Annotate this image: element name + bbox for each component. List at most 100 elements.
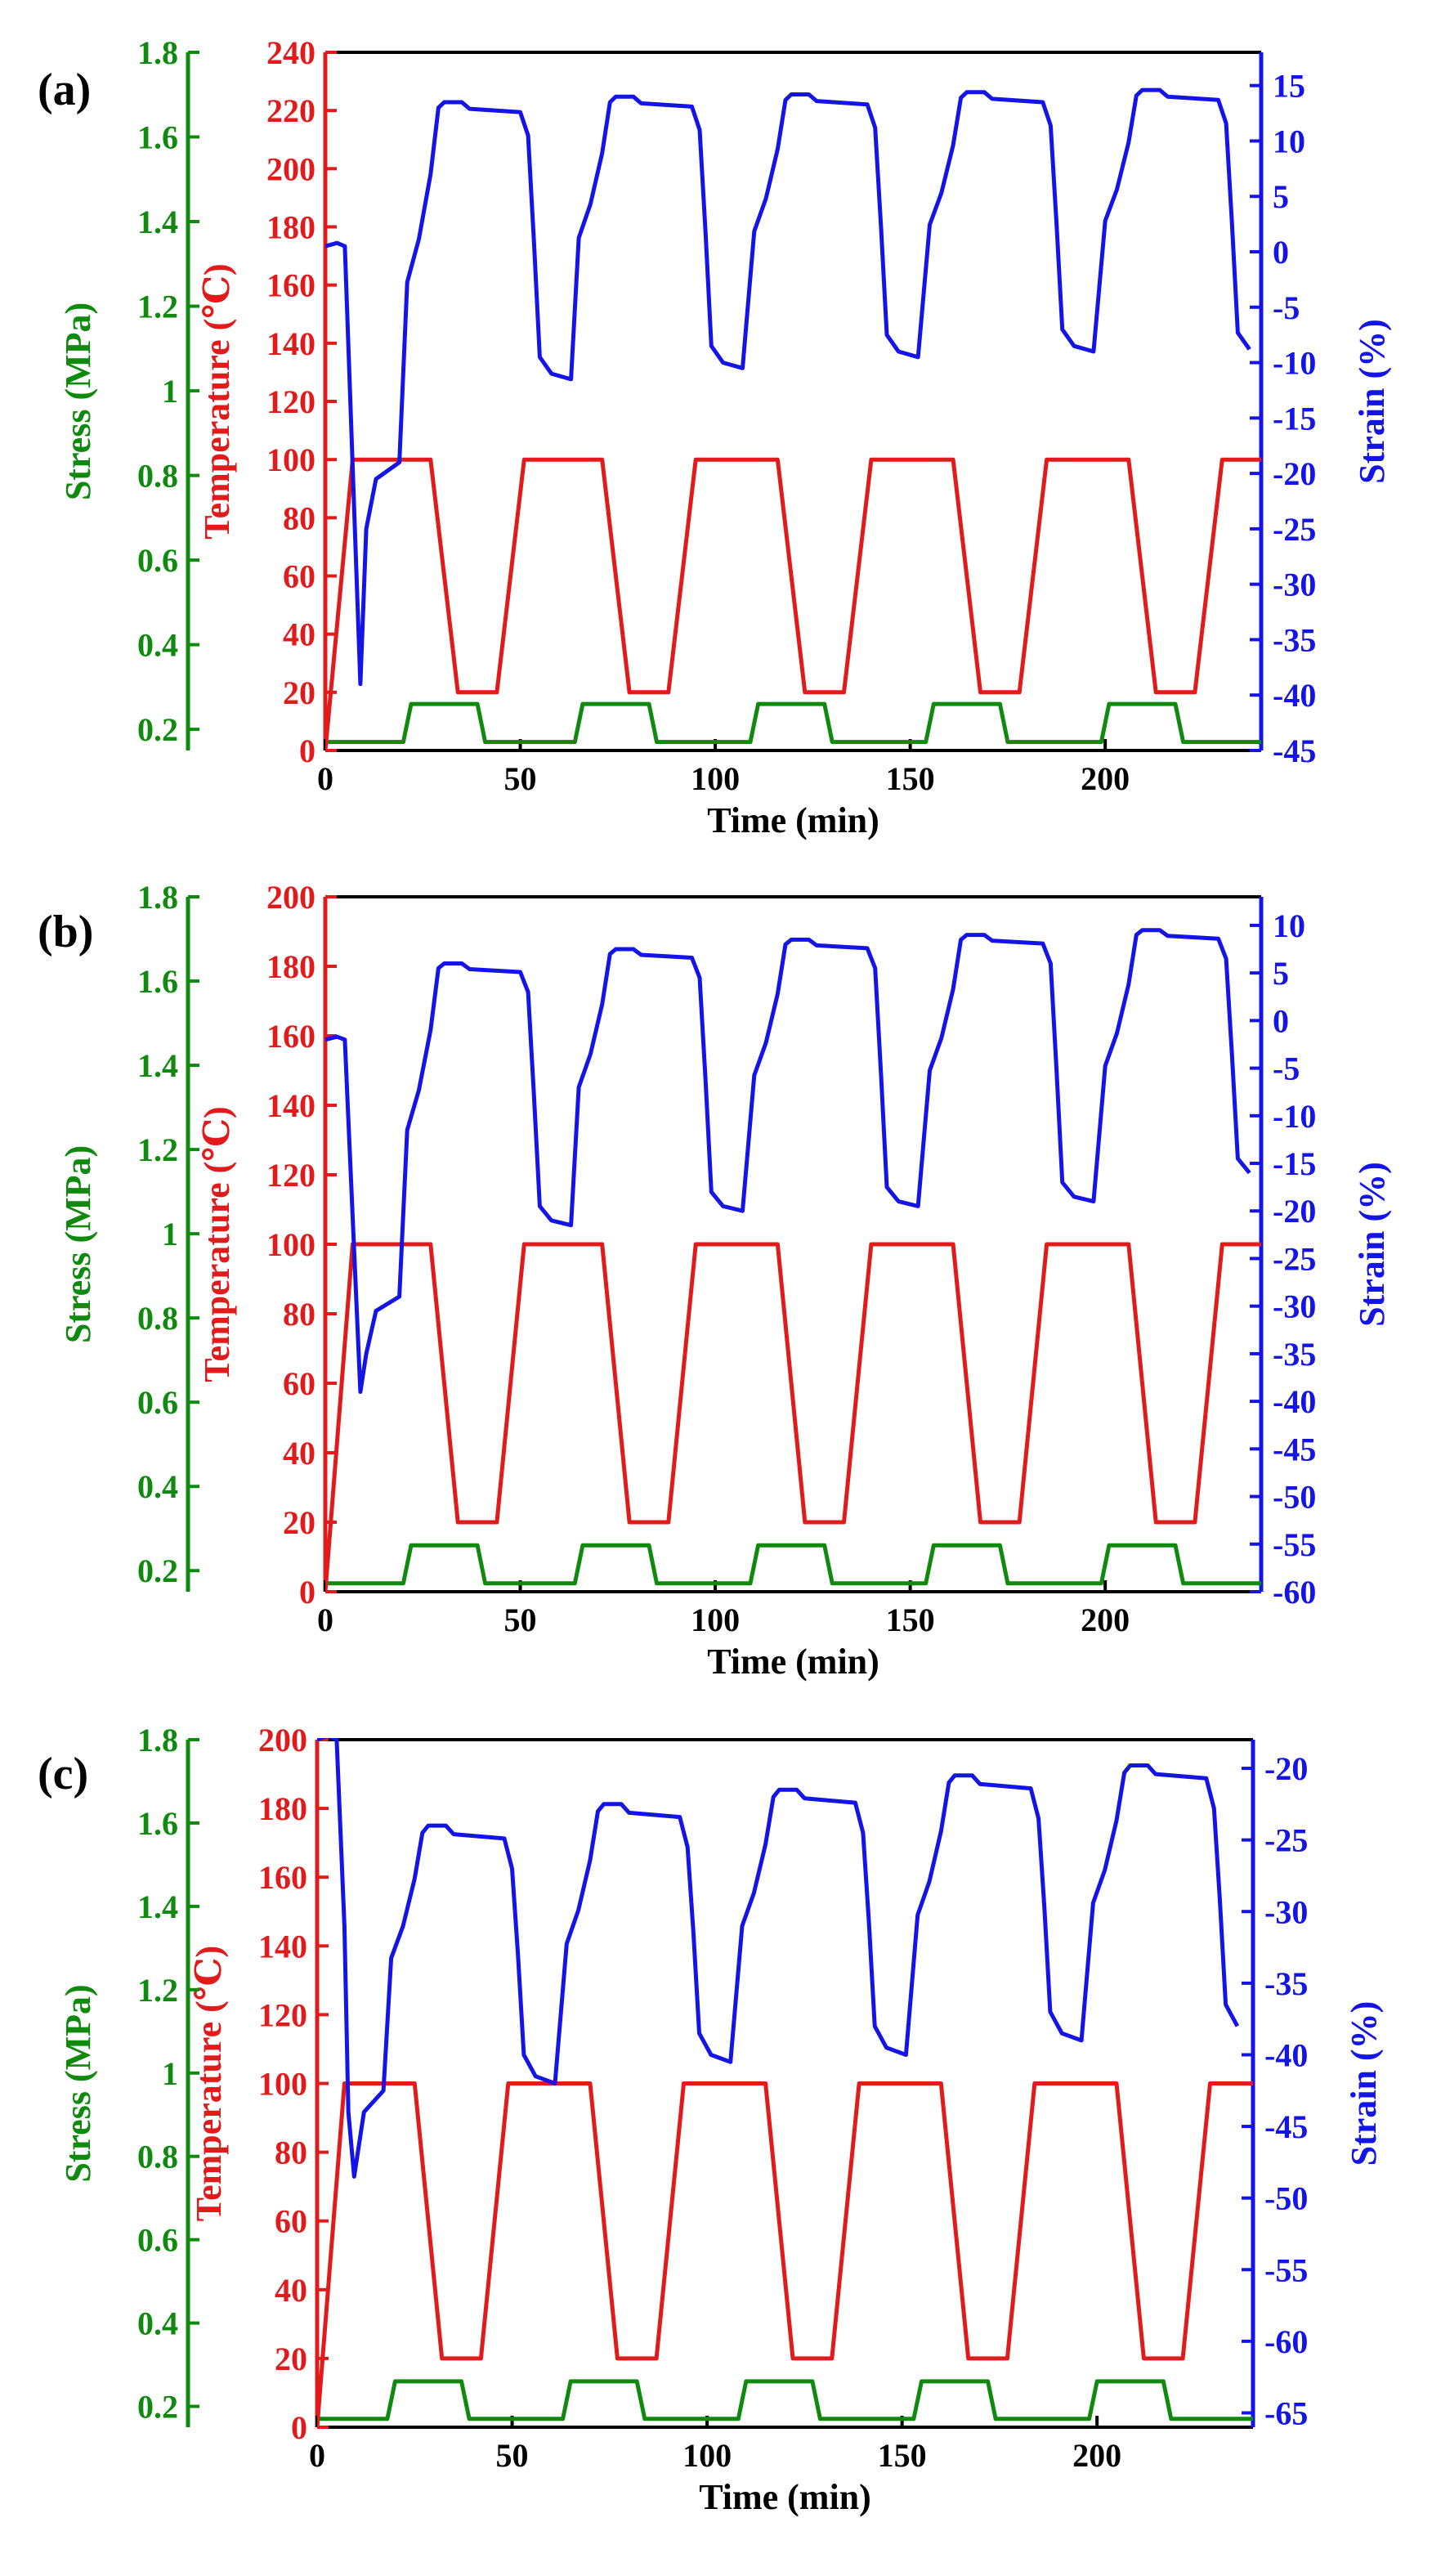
temperature-tick-label: 20 [275, 2341, 307, 2377]
temperature-tick-label: 80 [283, 500, 315, 536]
stress-tick-label: 0.4 [137, 2305, 178, 2342]
temperature-tick-label: 60 [283, 558, 315, 595]
panel-label: (b) [38, 907, 93, 957]
temperature-tick-label: 40 [283, 1435, 315, 1472]
stress-tick-label: 1.6 [137, 119, 178, 156]
x-tick-label: 150 [878, 2437, 927, 2474]
temperature-axis-title: Temperature (℃) [197, 263, 237, 539]
temperature-tick-label: 140 [266, 1087, 315, 1124]
temperature-tick-label: 180 [258, 1790, 307, 1827]
stress-tick-label: 1.4 [137, 1888, 178, 1925]
stress-tick-label: 0.8 [137, 1300, 178, 1337]
strain-axis-title: Strain (%) [1352, 1162, 1392, 1327]
strain-tick-label: -10 [1273, 1098, 1316, 1135]
panel-a: (a)020406080100120140160180200220240Temp… [38, 34, 1392, 840]
strain-tick-label: -30 [1264, 1893, 1308, 1930]
strain-tick-label: -15 [1273, 1145, 1316, 1182]
stress-series-line [325, 701, 1261, 745]
temperature-tick-label: 160 [266, 267, 315, 304]
x-axis-title: Time (min) [707, 1642, 879, 1682]
strain-tick-label: -45 [1264, 2108, 1308, 2145]
x-tick-label: 0 [317, 760, 333, 797]
x-axis-title: Time (min) [699, 2477, 871, 2517]
strain-tick-label: -20 [1264, 1750, 1308, 1787]
strain-tick-label: -60 [1264, 2323, 1308, 2360]
temperature-tick-label: 120 [266, 383, 315, 420]
x-tick-label: 150 [886, 1602, 935, 1638]
temperature-tick-label: 120 [258, 1996, 307, 2033]
strain-tick-label: -60 [1273, 1574, 1316, 1611]
stress-tick-label: 0.8 [137, 2139, 178, 2175]
temperature-tick-label: 60 [283, 1365, 315, 1402]
stress-tick-label: 1.4 [137, 204, 178, 240]
strain-tick-label: -30 [1273, 1288, 1316, 1325]
stress-tick-label: 0.6 [137, 1384, 178, 1421]
strain-tick-label: 0 [1273, 1002, 1289, 1039]
stress-tick-label: 1 [162, 2055, 178, 2092]
strain-tick-label: -35 [1264, 1965, 1308, 2002]
panel-b: (b)020406080100120140160180200Temperatur… [38, 879, 1392, 1682]
strain-tick-label: 15 [1273, 68, 1305, 105]
temperature-tick-label: 20 [283, 1504, 315, 1541]
strain-tick-label: -35 [1273, 621, 1316, 658]
stress-tick-label: 1.8 [137, 1722, 178, 1758]
strain-tick-label: -20 [1273, 1193, 1316, 1230]
temperature-tick-label: 200 [266, 879, 315, 916]
temperature-tick-label: 100 [266, 441, 315, 478]
stress-tick-label: 0.8 [137, 458, 178, 495]
panel-label: (a) [38, 65, 91, 115]
stress-axis-title: Stress (MPa) [58, 302, 98, 500]
x-tick-label: 200 [1072, 2437, 1121, 2474]
temperature-tick-label: 60 [275, 2203, 307, 2240]
strain-tick-label: -25 [1273, 511, 1316, 548]
strain-tick-label: -30 [1273, 567, 1316, 603]
stress-tick-label: 1.4 [137, 1047, 178, 1084]
temperature-tick-label: 220 [266, 92, 315, 129]
temperature-axis-title: Temperature (℃) [189, 1946, 229, 2221]
strain-tick-label: -5 [1273, 1051, 1300, 1087]
temperature-tick-label: 120 [266, 1157, 315, 1194]
x-tick-label: 150 [886, 760, 935, 797]
temperature-tick-label: 160 [266, 1018, 315, 1055]
stress-axis-title: Stress (MPa) [58, 1145, 98, 1343]
strain-tick-label: -65 [1264, 2395, 1308, 2431]
stress-axis-title: Stress (MPa) [58, 1984, 98, 2182]
temperature-tick-label: 180 [266, 948, 315, 985]
strain-tick-label: -40 [1273, 677, 1316, 714]
strain-tick-label: -15 [1273, 400, 1316, 437]
stress-tick-label: 0.6 [137, 542, 178, 579]
strain-tick-label: -25 [1273, 1240, 1316, 1277]
temperature-tick-label: 100 [266, 1226, 315, 1263]
stress-tick-label: 1.2 [137, 1972, 178, 2009]
x-tick-label: 100 [682, 2437, 732, 2474]
strain-tick-label: -45 [1273, 1431, 1316, 1467]
strain-tick-label: 10 [1273, 123, 1305, 159]
temperature-tick-label: 140 [258, 1928, 307, 1964]
temperature-tick-label: 40 [275, 2272, 307, 2309]
x-tick-label: 200 [1081, 760, 1130, 797]
stress-series-line [317, 2379, 1253, 2421]
stress-tick-label: 1.2 [137, 1131, 178, 1168]
temperature-tick-label: 140 [266, 325, 315, 362]
strain-axis-title: Strain (%) [1344, 2001, 1384, 2166]
strain-tick-label: -50 [1273, 1479, 1316, 1516]
stress-tick-label: 1.6 [137, 1805, 178, 1842]
strain-series-line [317, 1738, 1240, 2179]
temperature-tick-label: 200 [266, 150, 315, 187]
strain-tick-label: -55 [1273, 1526, 1316, 1563]
temperature-tick-label: 80 [283, 1296, 315, 1333]
temperature-tick-label: 20 [283, 674, 315, 711]
strain-tick-label: -55 [1264, 2251, 1308, 2288]
temperature-tick-label: 80 [275, 2135, 307, 2171]
x-axis-title: Time (min) [707, 800, 879, 840]
strain-tick-label: -10 [1273, 345, 1316, 382]
stress-tick-label: 1.8 [137, 879, 178, 916]
strain-tick-label: 0 [1273, 234, 1289, 271]
stress-tick-label: 1 [162, 1216, 178, 1252]
x-tick-label: 200 [1081, 1602, 1130, 1638]
x-tick-label: 0 [309, 2437, 325, 2474]
temperature-tick-label: 240 [266, 34, 315, 71]
strain-tick-label: 5 [1273, 955, 1289, 992]
temperature-tick-label: 0 [299, 1574, 315, 1611]
